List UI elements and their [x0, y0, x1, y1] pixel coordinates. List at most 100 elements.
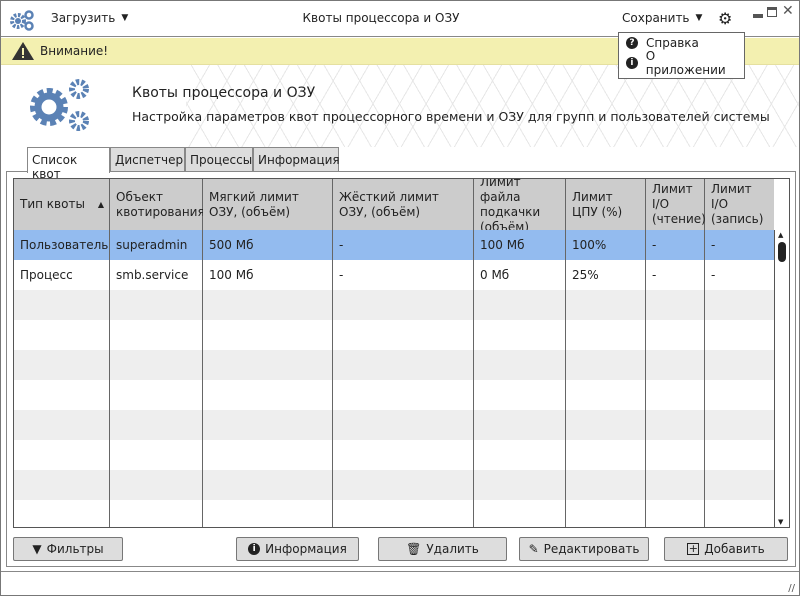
table-cell [705, 350, 774, 380]
table-cell [474, 410, 566, 440]
empty-row [14, 350, 774, 380]
table-cell [110, 410, 203, 440]
trash-icon: 🗑 [406, 542, 422, 556]
column-header-object[interactable]: Объект квотирования [110, 179, 205, 230]
column-header-hard-ram[interactable]: Жёсткий лимит ОЗУ, (объём) [333, 179, 474, 230]
table-cell [705, 410, 774, 440]
empty-row [14, 380, 774, 410]
menu-item-label: О приложении [645, 49, 726, 77]
table-cell [566, 410, 646, 440]
load-menu-button[interactable]: Загрузить ▼ [51, 11, 128, 25]
empty-row [14, 410, 774, 440]
info-icon: i [626, 57, 638, 69]
table-cell [566, 470, 646, 500]
table-cell [110, 320, 203, 350]
tab-panel [6, 171, 796, 567]
tab-dispatcher[interactable]: Диспетчер [110, 147, 185, 172]
table-row[interactable]: Процесс smb.service 100 Мб -0 Мб 25% - - [14, 260, 774, 290]
table-cell [14, 380, 110, 410]
button-label: Добавить [704, 542, 765, 556]
close-button[interactable]: ✕ [782, 3, 794, 19]
table-cell [203, 320, 333, 350]
column-header-type[interactable]: Тип квоты ▲ [14, 179, 110, 230]
scrollbar[interactable]: ▲ ▼ [774, 230, 789, 527]
scroll-down-arrow-icon[interactable]: ▼ [778, 518, 784, 526]
table-row[interactable]: Пользователь superadmin 500 Мб -100 Мб 100% -… [14, 230, 774, 260]
table-cell: 500 Мб [203, 230, 333, 260]
button-label: Фильтры [46, 542, 104, 556]
filters-button[interactable]: ▼ Фильтры [13, 537, 123, 561]
app-gears-icon [10, 10, 34, 31]
empty-row [14, 470, 774, 500]
table-cell [474, 290, 566, 320]
scrollbar-thumb[interactable] [778, 242, 786, 262]
table-cell [333, 380, 474, 410]
column-header-io-read[interactable]: Лимит I/O (чтение) [646, 179, 706, 230]
page-title: Квоты процессора и ОЗУ [132, 85, 316, 101]
info-icon: i [248, 543, 261, 555]
table-cell [646, 440, 705, 470]
add-button[interactable]: + Добавить [664, 537, 788, 561]
save-menu-button[interactable]: Сохранить ▼ [622, 11, 702, 25]
table-cell [333, 500, 474, 527]
table-cell: - [711, 238, 716, 252]
table-cell [705, 470, 774, 500]
table-cell [646, 290, 705, 320]
table-cell [14, 440, 110, 470]
menu-item-help[interactable]: ? Справка [619, 33, 744, 53]
page-subtitle: Настройка параметров квот процессорного … [132, 109, 770, 124]
quota-table: Тип квоты ▲ Объект квотирования Мягкий ли… [13, 178, 790, 528]
chevron-down-icon: ▼ [695, 13, 703, 23]
table-cell [646, 350, 705, 380]
table-cell [110, 470, 203, 500]
table-cell [333, 350, 474, 380]
scroll-up-arrow-icon[interactable]: ▲ [778, 231, 784, 239]
column-header-soft-ram[interactable]: Мягкий лимит ОЗУ, (объём) [203, 179, 333, 230]
empty-row [14, 440, 774, 470]
table-cell [110, 350, 203, 380]
table-cell [333, 320, 474, 350]
tab-information[interactable]: Информация [253, 147, 340, 172]
table-cell: superadmin [110, 230, 203, 260]
button-label: Редактировать [543, 542, 640, 556]
column-header-io-write[interactable]: Лимит I/O (запись) [705, 179, 774, 230]
edit-button[interactable]: ✎ Редактировать [519, 537, 649, 561]
table-cell: - [646, 260, 705, 290]
table-cell: - [333, 260, 474, 290]
empty-row [14, 320, 774, 350]
table-cell: - [711, 268, 716, 282]
load-label: Загрузить [51, 11, 116, 25]
menu-item-about[interactable]: i О приложении [619, 49, 744, 77]
gear-icon[interactable]: ⚙ [718, 9, 733, 28]
button-label: Информация [265, 542, 347, 556]
question-icon: ? [626, 37, 638, 49]
maximize-button[interactable] [767, 7, 777, 17]
table-cell [705, 440, 774, 470]
tab-quota-list[interactable]: Список квот [27, 147, 110, 181]
info-button[interactable]: i Информация [236, 537, 359, 561]
table-cell [333, 410, 474, 440]
table-cell [646, 320, 705, 350]
column-header-swap[interactable]: Лимит файла подкачки (объём) [474, 179, 566, 234]
window-title: Квоты процессора и ОЗУ [302, 11, 460, 25]
table-cell [646, 500, 705, 527]
save-label: Сохранить [622, 11, 690, 25]
tab-processes[interactable]: Процессы [185, 147, 253, 172]
table-cell [203, 470, 333, 500]
table-cell [14, 500, 110, 527]
plus-icon: + [687, 542, 700, 555]
table-cell [333, 470, 474, 500]
column-header-cpu[interactable]: Лимит ЦПУ (%) [566, 179, 646, 230]
menu-item-label: Справка [646, 36, 699, 50]
resize-grip-icon[interactable]: // [788, 583, 795, 594]
minimize-button[interactable] [753, 14, 763, 18]
table-cell: - [646, 230, 705, 260]
table-cell: 25% [566, 260, 646, 290]
delete-button[interactable]: 🗑 Удалить [378, 537, 507, 561]
empty-row [14, 500, 774, 527]
warning-text: Внимание! [40, 44, 109, 58]
table-cell: 100 Мб [203, 260, 333, 290]
table-cell [203, 440, 333, 470]
warning-icon [12, 42, 34, 60]
table-cell [110, 380, 203, 410]
